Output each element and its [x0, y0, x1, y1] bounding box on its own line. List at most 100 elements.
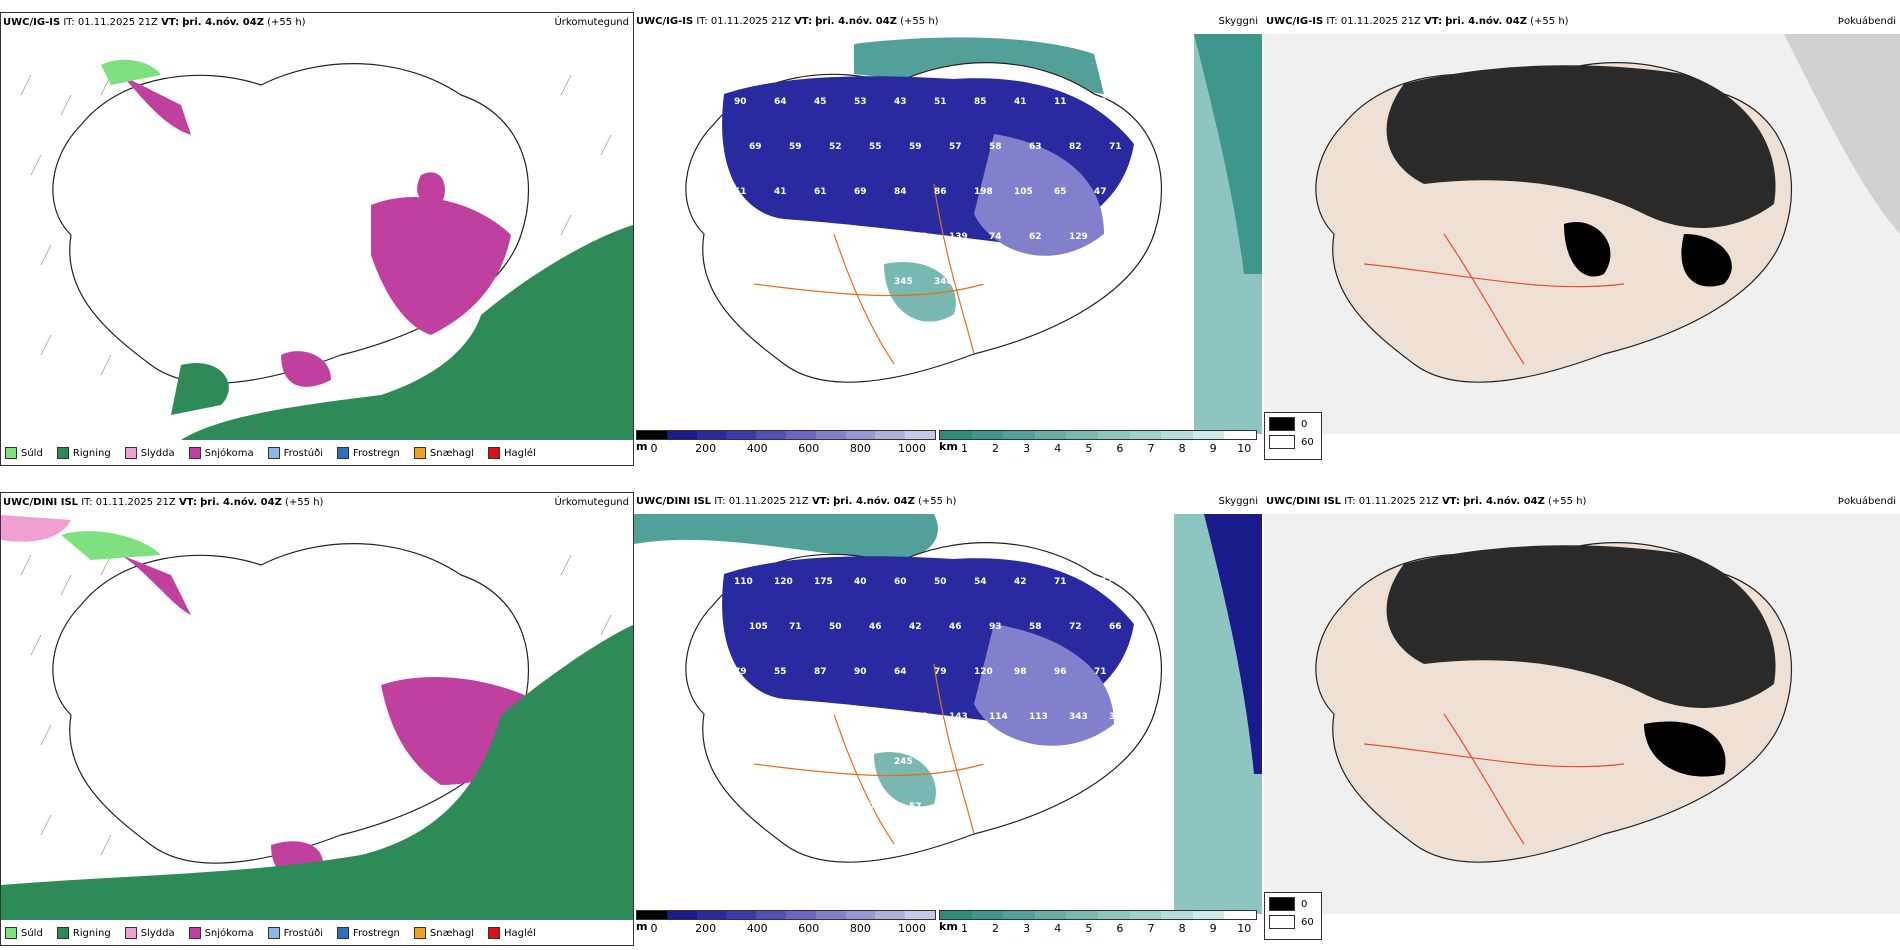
colorbar-tick-label: 200 — [695, 922, 717, 935]
fog-map — [1264, 514, 1900, 914]
cloud-height-label: 90 — [734, 97, 747, 107]
cloud-height-label: 143 — [949, 712, 968, 722]
cloud-height-label: 204 — [1094, 757, 1113, 767]
legend-item: Frostúði — [267, 447, 323, 459]
visibility-colorbar-swatches — [939, 910, 1257, 920]
cloud-height-label: 58 — [1029, 622, 1042, 632]
cloud-height-label: 50 — [829, 622, 842, 632]
panel-title: Þokuábendi — [1837, 16, 1896, 27]
legend-item: Slydda — [124, 927, 175, 939]
visibility-unit: km — [939, 440, 958, 453]
panel-title: Þokuábendi — [1837, 496, 1896, 507]
legend-swatch — [488, 447, 501, 459]
cloud-height-label: 120 — [974, 667, 993, 677]
cloud-height-label: 40 — [854, 577, 867, 587]
cloud-height-label: 319 — [1109, 712, 1128, 722]
colorbar-swatch — [845, 911, 876, 919]
cloud-height-label: 178 — [814, 757, 833, 767]
legend-swatch — [413, 447, 426, 459]
cloud-height-label: 66 — [1109, 622, 1122, 632]
precip-type-legend: Súld Rigning Slydda Snjókoma Frostúði Fr… — [5, 447, 536, 459]
colorbar-swatch — [905, 431, 935, 439]
colorbar-tick-label: 5 — [1085, 442, 1093, 455]
legend-swatch — [488, 927, 501, 939]
colorbar-swatch — [1192, 911, 1225, 919]
precip-map — [20, 59, 633, 440]
colorbar-swatch — [875, 431, 906, 439]
cloud-height-label: 43 — [894, 97, 907, 107]
legend-swatch — [5, 927, 17, 939]
cloud-height-label: 79 — [934, 667, 947, 677]
legend-item: Súld — [5, 927, 43, 939]
legend-swatch — [1269, 897, 1295, 911]
cloud-height-label: 41 — [774, 187, 787, 197]
cloud-height-label: 125 — [749, 712, 768, 722]
colorbar-tick-label: 2 — [992, 442, 1000, 455]
legend-swatch — [1269, 417, 1295, 431]
colorbar-swatch — [1224, 431, 1256, 439]
cloud-height-label: 69 — [854, 187, 867, 197]
cloud-height-label: 64 — [774, 97, 787, 107]
fog-panel-bottom: UWC/DINI ISL IT: 01.11.2025 21Z VT: þri.… — [1264, 492, 1900, 944]
legend-swatch — [56, 447, 69, 459]
cloud-height-label: 198 — [974, 187, 993, 197]
cloud-height-label: 131 — [1054, 277, 1073, 287]
colorbar-tick-label: 0 — [650, 922, 658, 935]
cloud-height-label: 107 — [869, 712, 888, 722]
cloud-height-label: 74 — [989, 232, 1002, 242]
cloud-height-label: 53 — [854, 97, 867, 107]
cloud-height-label: 40 — [949, 802, 962, 812]
colorbar-swatch — [726, 911, 757, 919]
cloud-height-label: 60 — [894, 577, 907, 587]
cloud-height-label: 175 — [814, 577, 833, 587]
colorbar-swatch — [1129, 911, 1162, 919]
legend-swatch — [124, 447, 137, 459]
colorbar-swatch — [1034, 431, 1067, 439]
colorbar-swatch — [666, 911, 697, 919]
cloud-height-label: 120 — [774, 577, 793, 587]
visibility-colorbar-ticks: 1 2 3 4 5 6 7 8 9 10 — [939, 922, 1257, 936]
fog-legend-row: 60 — [1269, 915, 1317, 929]
panel-header: UWC/IG-IS IT: 01.11.2025 21Z VT: þri. 4.… — [636, 16, 939, 27]
cloud-height-label: 42 — [1014, 577, 1027, 587]
panel-title: Úrkomutegund — [554, 17, 629, 28]
colorbar-tick-label: 200 — [695, 442, 717, 455]
panel-header: UWC/DINI ISL IT: 01.11.2025 21Z VT: þri.… — [1266, 496, 1587, 507]
legend-item: Rigning — [56, 927, 111, 939]
cloud-height-label: 198 — [934, 757, 953, 767]
cloud-height-label: 47 — [1094, 187, 1107, 197]
colorbar-swatch — [666, 431, 697, 439]
legend-swatch — [337, 447, 349, 459]
panel-title: Úrkomutegund — [554, 497, 629, 508]
legend-item: Súld — [5, 447, 43, 459]
colorbar-tick-label: 400 — [746, 922, 768, 935]
legend-swatch — [56, 927, 69, 939]
cloud-height-label: 62 — [1029, 232, 1042, 242]
legend-item: Haglél — [488, 927, 536, 939]
cloud-height-label: 84 — [894, 187, 907, 197]
cloud-height-label: 214 — [1014, 757, 1033, 767]
cloud-height-label: 84 — [789, 802, 802, 812]
colorbar-swatch — [971, 431, 1004, 439]
panel-header: UWC/IG-IS IT: 01.11.2025 21Z VT: þri. 4.… — [3, 17, 306, 28]
colorbar-tick-label: 7 — [1147, 442, 1155, 455]
legend-swatch — [1269, 435, 1295, 449]
colorbar-tick-label: 5 — [1085, 922, 1093, 935]
colorbar-tick-label: 10 — [1237, 442, 1252, 455]
cloud-height-label: 65 — [1054, 187, 1067, 197]
colorbar-swatch — [785, 431, 816, 439]
legend-item: Slydda — [124, 447, 175, 459]
colorbar-tick-label: 4 — [1054, 442, 1062, 455]
cloud-height-label: 72 — [1069, 622, 1082, 632]
colorbar-swatch — [726, 431, 757, 439]
colorbar-swatch — [845, 431, 876, 439]
cloud-height-label: 110 — [734, 577, 753, 587]
legend-swatch — [5, 447, 17, 459]
colorbar-swatch — [756, 431, 786, 439]
cloud-height-label: 79 — [734, 667, 747, 677]
cloud-height-label: 55 — [869, 142, 882, 152]
cloud-height-label: 112 — [974, 277, 993, 287]
colorbar-swatch — [1097, 911, 1130, 919]
legend-swatch — [337, 927, 349, 939]
cloud-height-labels: 110 120 175 40 60 50 54 42 71 157 105 71 50 46 42 46 93 5… — [734, 577, 1128, 812]
